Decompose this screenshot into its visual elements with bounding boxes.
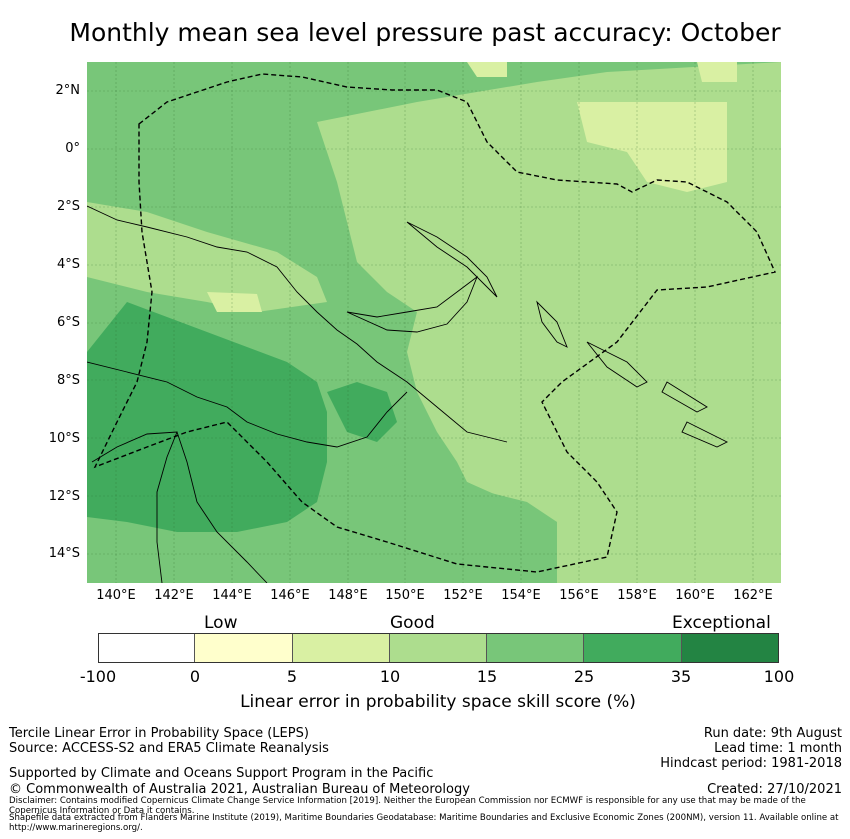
lon-label: 160°E [675,588,715,603]
footer-support: Supported by Climate and Oceans Support … [9,766,434,781]
new-guinea-south-coast [87,361,408,448]
lon-label: 144°E [212,588,252,603]
graticule [87,62,781,583]
footer-shapefile-credit: Shapefile data extracted from Flanders M… [9,813,839,833]
colorbar-category-good: Good [390,613,435,633]
colorbar-label: Linear error in probability space skill … [240,692,636,712]
colorbar-tick: 25 [573,667,595,686]
skill-region-fair [697,62,737,82]
colorbar-bin [98,633,196,663]
york-peninsula-coast [91,431,178,583]
lat-label: 4°S [56,257,80,272]
colorbar-tick: 35 [670,667,692,686]
lon-label: 154°E [501,588,541,603]
lat-label: 12°S [48,489,80,504]
colorbar-bin [389,633,488,663]
skill-region-very-good [327,382,397,442]
lon-label: 150°E [385,588,425,603]
lat-label: 2°N [55,83,81,98]
lon-label: 158°E [617,588,657,603]
lat-label: 10°S [48,431,80,446]
footer-source: Source: ACCESS-S2 and ERA5 Climate Reana… [9,741,329,756]
new-ireland-coast [406,221,498,298]
map-canvas [87,62,781,583]
colorbar-tick: 15 [476,667,498,686]
skill-region-good [317,62,781,583]
colorbar-frame [98,633,779,663]
colorbar-bin [584,633,682,663]
skill-region-fair [467,62,507,77]
colorbar-bin [681,633,779,663]
lon-label: 156°E [559,588,599,603]
colorbar-tick: 10 [379,667,401,686]
lon-label: 148°E [328,588,368,603]
lat-label: 8°S [56,373,80,388]
map-title: Monthly mean sea level pressure past acc… [69,18,781,47]
colorbar-category-low: Low [204,613,238,633]
footer-disclaimer: Disclaimer: Contains modified Copernicus… [9,796,806,816]
colorbar-category-exceptional: Exceptional [672,613,771,633]
lat-label: 2°S [56,199,80,214]
skill-region-fair [577,102,727,192]
australia-east-coast [176,431,268,583]
footer-created: Created: 27/10/2021 [707,782,842,797]
solomon-islands-coast [586,341,729,448]
lon-label: 152°E [443,588,483,603]
lon-label: 162°E [733,588,773,603]
coastlines [87,205,729,583]
new-guinea-north-coast [87,205,508,443]
footer-lead-time: Lead time: 1 month [714,741,842,756]
colorbar-tick: 5 [286,667,298,686]
eez-boundary [93,73,776,573]
colorbar-bin [292,633,390,663]
lon-label: 140°E [96,588,136,603]
skill-region-good [87,202,327,312]
bougainville-coast [536,300,568,348]
skill-region-good-plus [327,462,557,583]
colorbar-bin [487,633,585,663]
skill-region-very-good [87,302,327,532]
colorbar-bin [195,633,293,663]
footer-method: Tercile Linear Error in Probability Spac… [9,726,309,741]
colorbar-tick: -100 [79,667,117,686]
skill-map [87,62,781,583]
colorbar-tick: 100 [763,667,795,686]
footer-hindcast: Hindcast period: 1981-2018 [660,756,842,771]
lat-label: 6°S [56,315,80,330]
lon-label: 146°E [270,588,310,603]
lat-label: 14°S [48,546,80,561]
skill-region-fair [207,292,262,312]
colorbar [98,633,779,663]
lon-label: 142°E [154,588,194,603]
lat-label: 0° [65,141,80,156]
footer-run-date: Run date: 9th August [703,726,842,741]
colorbar-tick: 0 [189,667,201,686]
footer-copyright: © Commonwealth of Australia 2021, Austra… [9,782,470,797]
